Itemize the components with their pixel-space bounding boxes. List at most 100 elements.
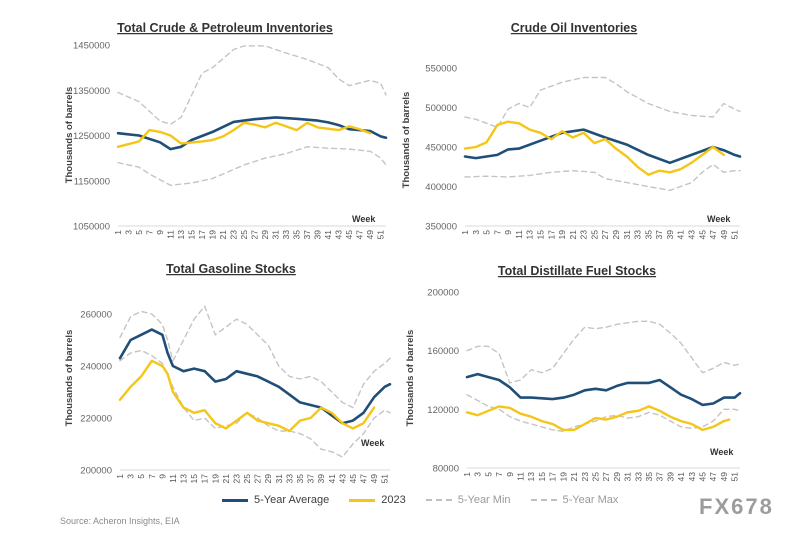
chart-3-xtick-label: 37 xyxy=(306,474,316,484)
chart-3-title: Total Gasoline Stocks xyxy=(166,262,296,276)
legend-swatch-max xyxy=(530,499,557,501)
chart-1-xtick-label: 51 xyxy=(376,230,386,240)
chart-4-xtick-label: 9 xyxy=(505,472,515,477)
chart-1-y-axis-label: Thousands of barrels xyxy=(64,87,75,184)
chart-1-xtick-label: 47 xyxy=(355,230,365,240)
chart-4-series-2023 xyxy=(465,405,731,432)
chart-3-xtick-label: 39 xyxy=(316,474,326,484)
chart-1-ytick-label: 1350000 xyxy=(73,86,110,97)
chart-4-xtick-label: 21 xyxy=(569,472,579,482)
chart-1-xtick-label: 15 xyxy=(187,230,197,240)
chart-3-xtick-label: 45 xyxy=(348,474,358,484)
chart-4-ytick-label: 160000 xyxy=(427,346,459,357)
chart-1-series-2023 xyxy=(116,121,372,148)
chart-3-xtick-label: 31 xyxy=(274,474,284,484)
chart-legend: 5-Year Average 2023 5-Year Min 5-Year Ma… xyxy=(222,494,638,506)
chart-4-xtick-label: 35 xyxy=(644,472,654,482)
chart-4-xtick-label: 15 xyxy=(537,472,547,482)
chart-3-xtick-label: 7 xyxy=(147,474,157,479)
chart-4-title: Total Distillate Fuel Stocks xyxy=(498,264,656,278)
chart-2-xtick-label: 3 xyxy=(471,230,481,235)
chart-4-ytick-label: 120000 xyxy=(427,405,459,416)
chart-4-xtick-label: 23 xyxy=(580,472,590,482)
chart-2-xtick-label: 37 xyxy=(654,230,664,240)
chart-2-ytick-label: 450000 xyxy=(425,143,457,154)
legend-label-min: 5-Year Min xyxy=(457,494,511,506)
chart-1-xtick-label: 7 xyxy=(145,230,155,235)
legend-item-5-year-max: 5-Year Max xyxy=(530,494,618,506)
chart-4-xtick-label: 51 xyxy=(730,472,740,482)
chart-2-title: Crude Oil Inventories xyxy=(511,21,637,35)
chart-4-xtick-label: 13 xyxy=(526,472,536,482)
legend-swatch-2023 xyxy=(349,498,376,502)
chart-1-series-5-year-average xyxy=(116,116,388,151)
chart-3-xtick-label: 49 xyxy=(369,474,379,484)
chart-4-series-5-year-max xyxy=(466,320,741,384)
chart-3-xtick-label: 35 xyxy=(295,474,305,484)
chart-3-xtick-label: 33 xyxy=(284,474,294,484)
watermark-logo: FX678 xyxy=(699,494,774,519)
chart-3-ytick-label: 240000 xyxy=(80,362,112,373)
chart-1-title: Total Crude & Petroleum Inventories xyxy=(117,21,333,35)
chart-2-ytick-label: 550000 xyxy=(425,64,457,75)
chart-1-ytick-label: 1050000 xyxy=(73,222,110,233)
chart-1-week-label: Week xyxy=(352,214,376,224)
chart-2-xtick-label: 15 xyxy=(535,230,545,240)
chart-1-xtick-label: 33 xyxy=(281,230,291,240)
chart-3-xtick-label: 21 xyxy=(221,474,231,484)
chart-3-series-5-year-max xyxy=(119,305,391,409)
chart-4-xtick-label: 17 xyxy=(548,472,558,482)
chart-2-xtick-label: 43 xyxy=(686,230,696,240)
legend-item-2023: 2023 xyxy=(349,494,406,506)
chart-4-series-5-year-min xyxy=(466,394,741,432)
chart-2-series-5-year-max xyxy=(464,76,741,128)
chart-3-xtick-label: 29 xyxy=(263,474,273,484)
chart-2-xtick-label: 9 xyxy=(503,230,513,235)
chart-3-series-2023 xyxy=(118,359,376,433)
chart-4-xtick-label: 47 xyxy=(708,472,718,482)
chart-3-ytick-label: 260000 xyxy=(80,310,112,321)
chart-3-xtick-label: 17 xyxy=(200,474,210,484)
chart-2-xtick-label: 39 xyxy=(665,230,675,240)
chart-4-xtick-label: 1 xyxy=(462,472,472,477)
chart-4-xtick-label: 49 xyxy=(719,472,729,482)
chart-4-ytick-label: 80000 xyxy=(433,464,459,475)
chart-1-xtick-label: 25 xyxy=(239,230,249,240)
chart-4-xtick-label: 37 xyxy=(655,472,665,482)
chart-1-xtick-label: 35 xyxy=(292,230,302,240)
chart-4-xtick-label: 43 xyxy=(687,472,697,482)
chart-2-xtick-label: 1 xyxy=(460,230,470,235)
chart-3-xtick-label: 11 xyxy=(168,474,178,483)
chart-2-series-2023 xyxy=(463,120,725,176)
chart-1-ytick-label: 1450000 xyxy=(73,41,110,52)
chart-3-xtick-label: 13 xyxy=(179,474,189,484)
chart-3-y-axis-label: Thousands of barrels xyxy=(64,330,75,427)
chart-1-xtick-label: 41 xyxy=(323,230,333,240)
chart-4-xtick-label: 31 xyxy=(623,472,633,482)
chart-1-xtick-label: 11 xyxy=(166,230,176,239)
chart-3-ytick-label: 220000 xyxy=(80,414,112,425)
chart-3-xtick-label: 3 xyxy=(126,474,136,479)
chart-2-xtick-label: 21 xyxy=(568,230,578,240)
chart-4-xtick-label: 27 xyxy=(601,472,611,482)
chart-2-y-axis-label: Thousands of barrels xyxy=(401,92,412,189)
chart-1-xtick-label: 17 xyxy=(197,230,207,240)
chart-2-xtick-label: 33 xyxy=(633,230,643,240)
chart-2-xtick-label: 45 xyxy=(697,230,707,240)
chart-4-xtick-label: 11 xyxy=(516,472,526,481)
chart-2-xtick-label: 17 xyxy=(546,230,556,240)
chart-2-xtick-label: 27 xyxy=(600,230,610,240)
chart-4-xtick-label: 39 xyxy=(665,472,675,482)
chart-2-xtick-label: 13 xyxy=(525,230,535,240)
chart-1-xtick-label: 45 xyxy=(344,230,354,240)
chart-1-xtick-label: 49 xyxy=(365,230,375,240)
chart-1-xtick-label: 5 xyxy=(134,230,144,235)
chart-2-xtick-label: 11 xyxy=(514,230,524,239)
chart-2-week-label: Week xyxy=(707,214,731,224)
chart-3-xtick-label: 19 xyxy=(210,474,220,484)
chart-4-ytick-label: 200000 xyxy=(427,288,459,299)
chart-3-xtick-label: 27 xyxy=(253,474,263,484)
chart-2-xtick-label: 49 xyxy=(719,230,729,240)
chart-4-week-label: Week xyxy=(710,447,734,457)
